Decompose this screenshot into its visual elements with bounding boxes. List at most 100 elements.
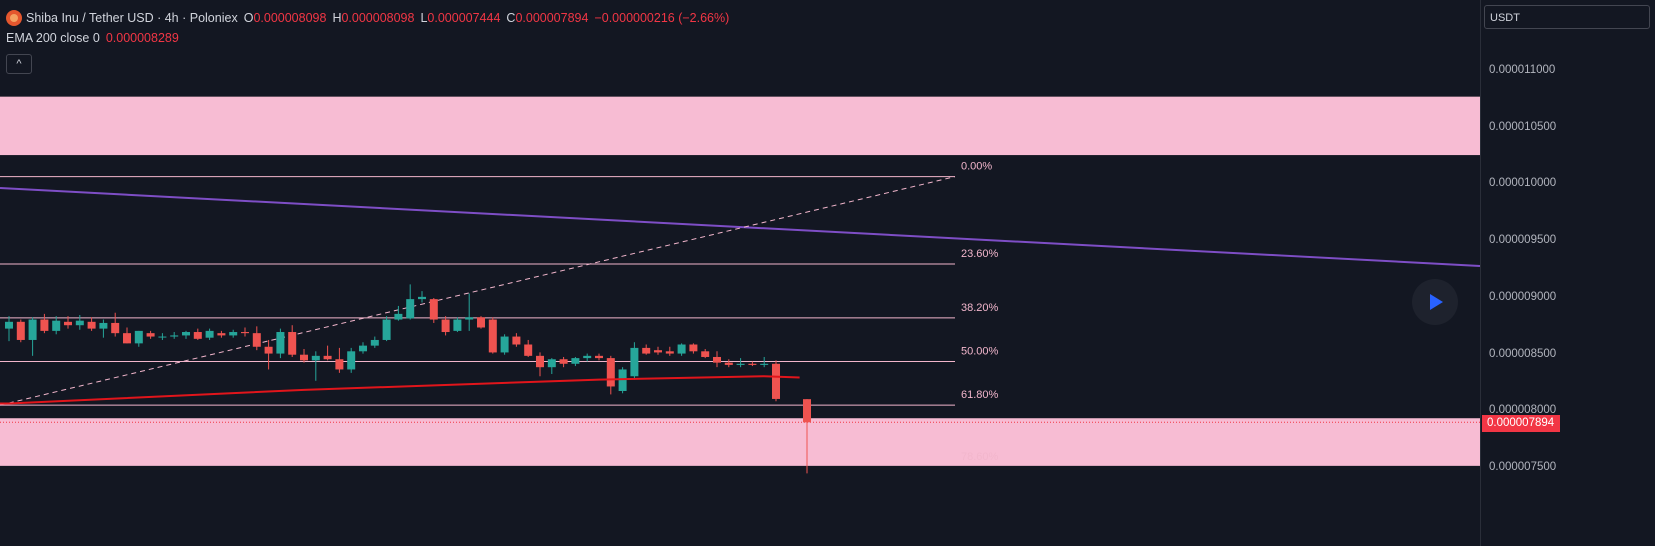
candle-body	[146, 333, 155, 337]
candle-body	[5, 321, 13, 329]
candle-body	[87, 321, 96, 329]
candle-body	[536, 355, 544, 368]
ohlc-open-key: O	[243, 11, 254, 25]
candle-body	[477, 317, 485, 328]
candle-body	[406, 299, 415, 319]
candle-body	[689, 344, 698, 352]
candle-body	[323, 355, 332, 360]
candle-body	[64, 321, 72, 326]
candle-body	[465, 317, 474, 320]
candle-body	[217, 333, 226, 336]
candle-body	[760, 363, 769, 365]
candle-body	[571, 358, 580, 364]
candle-body	[665, 351, 674, 354]
candle-body	[229, 332, 238, 336]
trendline	[0, 187, 1480, 267]
candle-body	[677, 344, 686, 354]
candle-body	[264, 346, 273, 354]
candle-body	[288, 332, 297, 355]
symbol-row: Shiba Inu / Tether USD · 4h · Poloniex O…	[6, 8, 729, 28]
price-tick-label: 0.000009000	[1489, 290, 1557, 303]
indicator-value: 0.000008289	[105, 31, 179, 45]
indicator-label: EMA 200 close 0	[6, 31, 100, 45]
price-tick-label: 0.000009500	[1489, 234, 1557, 247]
candle-body	[193, 332, 202, 339]
candle-body	[500, 336, 509, 353]
last-price-label: 0.000007894	[1482, 415, 1560, 432]
candle-body	[40, 319, 49, 331]
collapse-legend-button[interactable]: ^	[6, 54, 32, 74]
candle-body	[630, 347, 639, 377]
candle-body	[134, 330, 143, 344]
candle-body	[772, 363, 780, 399]
ohlc-open-value: 0.000008098	[253, 11, 327, 25]
ohlc-low-value: 0.000007444	[427, 11, 501, 25]
support-zone	[0, 418, 1480, 466]
candle-body	[547, 359, 556, 368]
candle-body	[441, 319, 450, 333]
candle-body	[748, 363, 757, 365]
candle-body	[359, 345, 367, 352]
candle-body	[347, 351, 356, 370]
currency-selector[interactable]: USDT	[1484, 5, 1650, 29]
candle-body	[123, 333, 131, 344]
ohlc-close-value: 0.000007894	[515, 11, 589, 25]
chart-area[interactable]: 0.00% 23.60% 38.20% 50.00% 61.80% 78.60% Shib…	[0, 0, 1480, 546]
price-scale[interactable]	[1480, 0, 1655, 546]
play-icon	[1430, 294, 1443, 310]
candle-body	[595, 355, 603, 359]
candle-body	[512, 336, 521, 345]
candle-body	[606, 358, 615, 387]
candle-body	[311, 355, 320, 361]
candle-body	[52, 320, 61, 331]
candle-body	[713, 356, 721, 363]
price-tick-label: 0.000010000	[1489, 177, 1557, 190]
candle-body	[111, 322, 120, 334]
candle-body	[429, 299, 438, 320]
candle-body	[300, 354, 308, 361]
candle-body	[724, 362, 733, 365]
fib-trend-line	[0, 176, 956, 406]
fib-label: 61.80%	[961, 389, 999, 401]
candle-body	[618, 369, 627, 392]
candle-body	[158, 336, 167, 338]
candle-body	[182, 332, 190, 336]
chart-legend: Shiba Inu / Tether USD · 4h · Poloniex O…	[6, 8, 729, 48]
candle-body	[642, 347, 651, 354]
candle-body	[16, 321, 25, 340]
ohlc-high-key: H	[332, 11, 342, 25]
candle-body	[524, 344, 533, 356]
candle-body	[654, 350, 662, 353]
candle-body	[99, 322, 108, 329]
fib-label: 50.00%	[961, 346, 999, 358]
candle-body	[370, 339, 379, 346]
price-tick-label: 0.000007500	[1489, 461, 1557, 473]
price-change: −0.000000216 (−2.66%)	[594, 11, 730, 25]
shiba-logo-icon	[6, 10, 22, 26]
candle-body	[28, 319, 37, 340]
candle-body	[418, 296, 426, 300]
candle-body	[170, 335, 179, 337]
candle-body	[205, 330, 214, 338]
indicator-row[interactable]: EMA 200 close 0 0.000008289	[6, 28, 729, 48]
fib-label: 0.00%	[961, 161, 992, 173]
candle-body	[335, 359, 344, 370]
candle-body	[583, 355, 592, 359]
fib-label: 78.60%	[961, 451, 999, 463]
candle-body	[241, 332, 249, 334]
candle-body	[803, 399, 811, 423]
resistance-zone	[0, 96, 1480, 156]
price-tick-label: 0.000008000	[1489, 404, 1557, 417]
candle-body	[701, 351, 710, 357]
fib-label: 23.60%	[961, 248, 999, 260]
price-tick-label: 0.000010500	[1489, 120, 1557, 133]
price-chart[interactable]: 0.00% 23.60% 38.20% 50.00% 61.80% 78.60%	[0, 0, 1480, 546]
price-tick-label: 0.000011000	[1489, 64, 1556, 76]
symbol-title[interactable]: Shiba Inu / Tether USD · 4h · Poloniex	[26, 11, 238, 25]
candle-body	[75, 320, 84, 326]
ema-200-line	[0, 375, 800, 405]
replay-play-button[interactable]	[1412, 279, 1458, 325]
candle-body	[736, 363, 745, 365]
candle-body	[559, 359, 568, 364]
ohlc-close-key: C	[506, 11, 516, 25]
